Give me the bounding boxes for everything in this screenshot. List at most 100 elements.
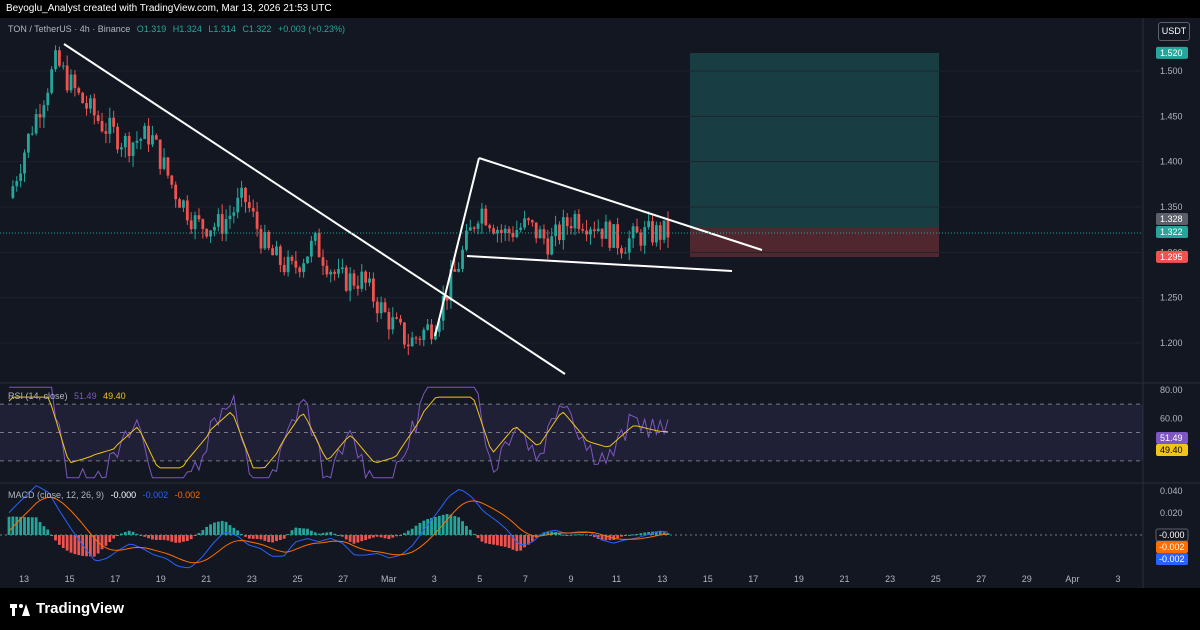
- macd-histogram-bar: [337, 535, 340, 536]
- candle-body: [271, 248, 274, 256]
- macd-histogram-bar: [321, 532, 325, 535]
- macd-histogram-bar: [457, 517, 461, 535]
- candle-body: [530, 220, 534, 223]
- macd-histogram-bar: [468, 529, 472, 535]
- macd-histogram-bar: [403, 532, 406, 535]
- macd-histogram-bar: [251, 535, 255, 539]
- candle-body: [453, 269, 457, 272]
- currency-button[interactable]: USDT: [1158, 22, 1190, 41]
- candle-body: [410, 337, 414, 347]
- candle-body: [162, 157, 166, 169]
- candle-body: [499, 229, 503, 234]
- candle-body: [480, 208, 484, 224]
- macd-histogram-bar: [492, 535, 495, 545]
- macd-histogram-bar: [108, 535, 112, 542]
- macd-histogram-bar: [662, 532, 666, 535]
- rsi-legend: RSI (14, close) 51.49 49.40: [8, 391, 130, 401]
- candle-body: [654, 225, 658, 243]
- macd-histogram-bar: [104, 535, 108, 546]
- macd-histogram-bar: [445, 514, 449, 535]
- macd-histogram-bar: [325, 532, 329, 535]
- rsi-title[interactable]: RSI (14, close): [8, 391, 68, 401]
- macd-histogram-bar: [240, 533, 243, 535]
- macd-histogram-bar: [166, 535, 170, 541]
- candle-body: [608, 221, 612, 248]
- macd-histogram-bar: [151, 535, 154, 540]
- descending-trendline[interactable]: [63, 43, 566, 375]
- macd-histogram-bar: [143, 535, 147, 537]
- price-badge: 1.520: [1156, 46, 1188, 59]
- macd-histogram-bar: [418, 522, 422, 535]
- candle-body: [445, 295, 449, 301]
- candle-body: [488, 225, 492, 229]
- candle-body: [550, 236, 554, 255]
- macd-histogram-bar: [592, 535, 596, 538]
- candle-body: [100, 120, 104, 132]
- candle-body: [561, 217, 565, 241]
- candle-body: [379, 302, 383, 314]
- price-badge-bg: [1156, 213, 1188, 225]
- macd-histogram-bar: [170, 535, 174, 542]
- candle-body: [139, 138, 143, 141]
- tradingview-logo[interactable]: TradingView: [10, 600, 124, 617]
- candle-body: [623, 252, 627, 254]
- candle-body: [329, 271, 333, 275]
- candle-body: [57, 50, 61, 66]
- time-tick-label: 5: [477, 574, 482, 584]
- candle-body: [647, 221, 651, 228]
- macd-histogram-bar: [410, 528, 414, 535]
- macd-title[interactable]: MACD (close, 12, 26, 9): [8, 490, 105, 500]
- candle-body: [11, 186, 15, 198]
- candle-body: [26, 133, 30, 153]
- candle-body: [46, 92, 50, 106]
- flag-upper-line[interactable]: [478, 157, 763, 251]
- macd-histogram-bar: [255, 535, 259, 540]
- macd-histogram-bar: [197, 532, 201, 535]
- flag-lower-line[interactable]: [466, 255, 733, 272]
- candle-body: [313, 232, 317, 241]
- candle-body: [627, 238, 631, 253]
- symbol-title[interactable]: TON / TetherUS · 4h · Binance: [8, 24, 131, 34]
- macd-histogram-bar: [131, 531, 135, 535]
- macd-histogram-bar: [182, 535, 185, 542]
- macd-histogram-bar: [426, 519, 430, 535]
- candle-body: [457, 268, 461, 272]
- candle-body: [604, 221, 608, 239]
- flagpole-line[interactable]: [434, 157, 480, 337]
- candle-body: [317, 232, 321, 258]
- time-tick-label: 7: [523, 574, 528, 584]
- candle-body: [147, 125, 150, 145]
- macd-value: -0.002: [142, 490, 169, 500]
- candle-body: [201, 219, 205, 229]
- macd-histogram-bar: [244, 535, 247, 537]
- time-tick-label: 21: [839, 574, 849, 584]
- candle-body: [399, 318, 402, 323]
- price-tick-label: 1.350: [1160, 202, 1183, 212]
- candle-body: [449, 269, 453, 301]
- time-tick-label: 19: [794, 574, 804, 584]
- profit-zone[interactable]: [690, 53, 939, 227]
- macd-badge-bg: [1156, 541, 1188, 553]
- candle-body: [364, 271, 368, 283]
- candle-body: [589, 229, 592, 235]
- candle-body: [635, 226, 639, 233]
- candle-body: [666, 220, 670, 238]
- candle-body: [387, 311, 391, 330]
- macd-histogram-bar: [480, 535, 484, 542]
- candle-body: [581, 229, 585, 231]
- candle-body: [205, 228, 209, 237]
- macd-histogram-bar: [50, 535, 54, 536]
- time-tick-label: 13: [657, 574, 667, 584]
- macd-histogram-bar: [387, 535, 391, 540]
- macd-histogram-bar: [224, 521, 228, 535]
- candle-body: [251, 207, 255, 212]
- macd-histogram-bar: [352, 535, 356, 544]
- macd-badge-bg: [1156, 553, 1188, 565]
- macd-histogram-bar: [306, 528, 309, 535]
- macd-histogram-bar: [515, 535, 519, 552]
- macd-histogram-bar: [383, 535, 387, 539]
- macd-histogram-bar: [527, 535, 530, 545]
- macd-histogram-bar: [589, 534, 592, 536]
- macd-histogram-bar: [54, 535, 57, 541]
